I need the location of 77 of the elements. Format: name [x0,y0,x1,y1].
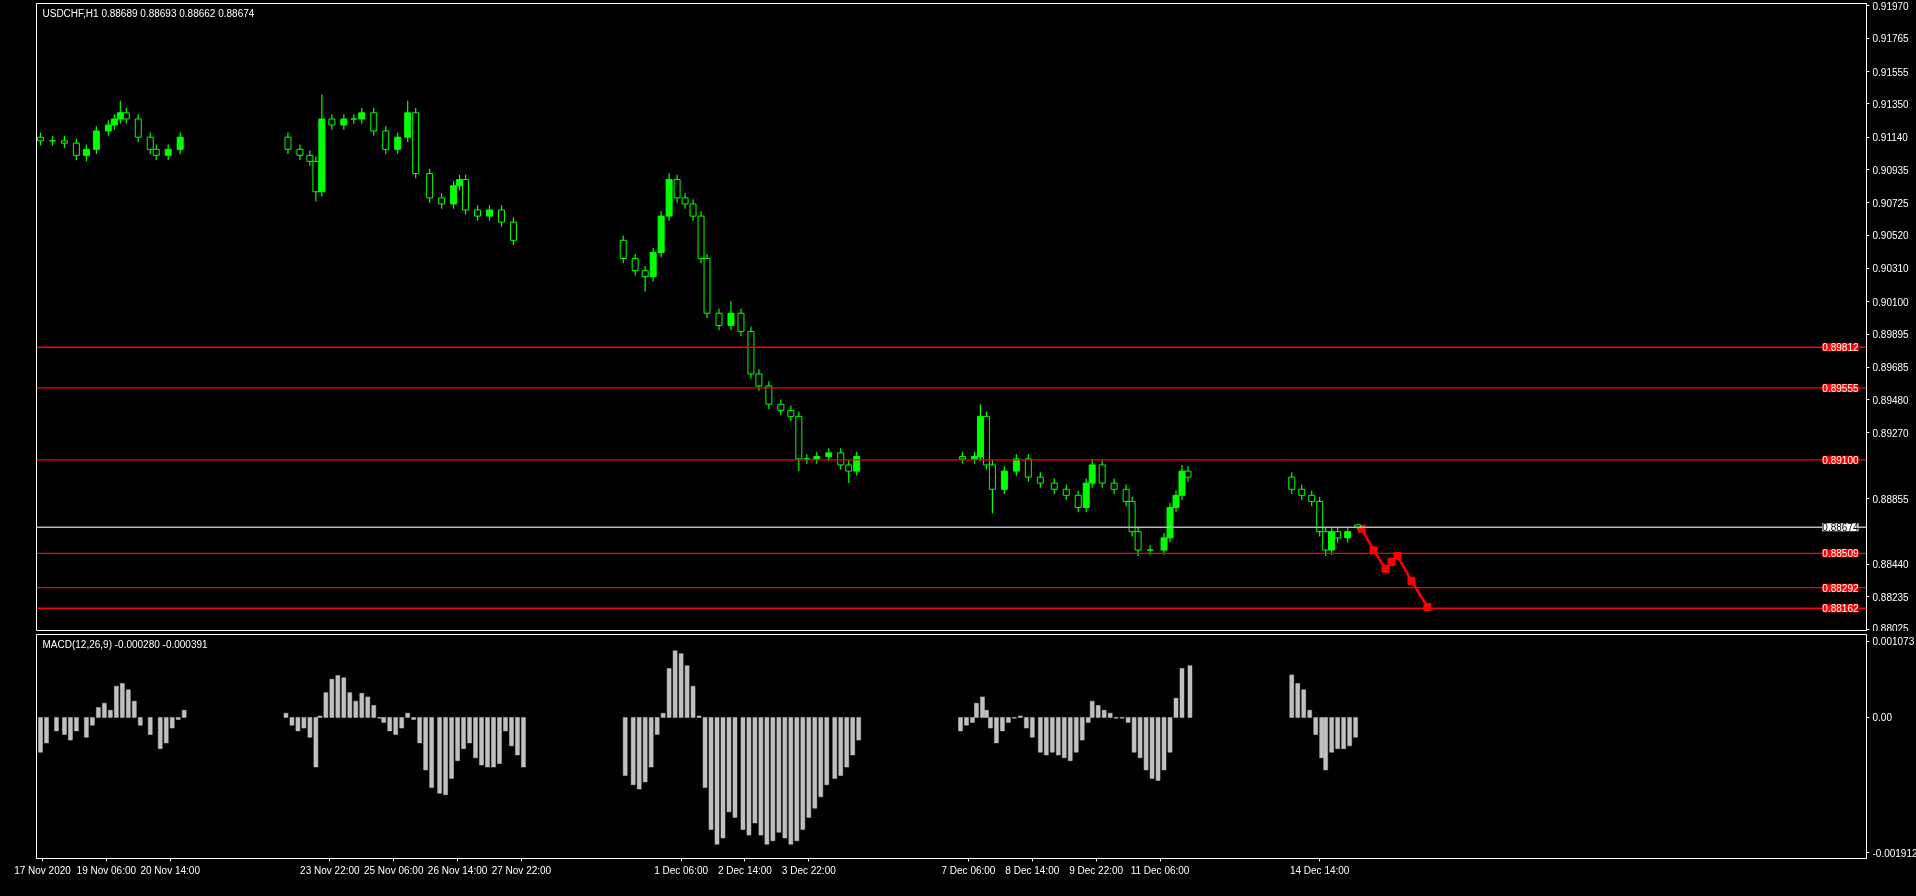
x-tick-label: 8 Dec 14:00 [1005,864,1060,876]
y-tick-label: 0.90725 [1872,197,1910,209]
candlestick [497,204,505,228]
ref-line-label: 0.89100 [1822,454,1859,466]
y-tick-label: 0.88235 [1872,591,1910,603]
x-tick-label: 19 Nov 06:00 [76,864,137,876]
candlestick [715,307,723,331]
candlestick [92,125,100,155]
bar [1187,665,1193,718]
candlestick [509,216,517,246]
point [1393,552,1402,561]
y-tick-label: 0.91555 [1872,66,1910,78]
ref-line-label: 0.89555 [1822,382,1859,394]
chart-title: MACD(12,26,9) -0.000280 -0.000391 [42,638,209,650]
candlestick [450,180,458,210]
x-tick-label: 23 Nov 22:00 [300,864,361,876]
y-tick-label: 0.89480 [1872,394,1910,406]
x-tick-label: 2 Dec 14:00 [717,864,773,876]
point [1423,602,1432,611]
y-tick-label: 0.88855 [1872,493,1910,505]
ref-line-label: 0.88509 [1822,548,1859,560]
x-tick-label: 20 Nov 14:00 [140,864,201,876]
candlestick [1288,471,1296,495]
chart-title: USDCHF,H1 0.88689 0.88693 0.88662 0.88674 [42,7,255,19]
candlestick [134,113,142,143]
y-tick-label: 0.90310 [1872,263,1910,275]
candlestick [631,253,639,277]
candlestick [727,300,735,331]
candlestick [1146,544,1154,556]
candlestick [1000,465,1008,495]
y-tick-label: 0.90100 [1872,296,1910,308]
x-tick-label: 11 Dec 06:00 [1130,864,1190,876]
candlestick [394,131,402,155]
ref-line-label: 0.88674 [1822,522,1859,534]
y-tick-label: 0.001073 [1872,636,1915,648]
point [1381,564,1390,573]
y-tick-label: 0.88440 [1872,559,1910,571]
candlestick [619,234,627,264]
candlestick [284,131,292,155]
candlestick [1098,459,1106,489]
y-tick-label: 0.89270 [1872,427,1910,439]
x-tick-label: 27 Nov 22:00 [491,864,552,876]
candlestick [176,131,184,155]
y-tick-label: 0.90520 [1872,230,1910,242]
y-tick-label: 0.91140 [1872,132,1909,144]
x-tick-label: 3 Dec 22:00 [781,864,837,876]
y-tick-label: 0.89895 [1872,329,1910,341]
bar [622,717,628,776]
x-tick-label: 7 Dec 06:00 [941,864,996,876]
point [1369,546,1378,555]
y-tick-label: 0.91765 [1872,33,1910,45]
point [1387,558,1396,567]
candlestick [370,107,378,137]
x-tick-label: 25 Nov 06:00 [363,864,424,876]
x-tick-label: 1 Dec 06:00 [654,864,709,876]
x-tick-label: 26 Nov 14:00 [427,864,488,876]
ref-line-label: 0.88162 [1822,603,1859,615]
bar [148,717,153,735]
candlestick [72,137,80,161]
candlestick [1024,453,1032,483]
bar [54,717,59,732]
y-tick-label: 0.89685 [1872,362,1910,374]
candlestick [737,307,745,337]
candlestick [765,380,773,410]
ref-line-label: 0.88292 [1822,582,1859,594]
y-tick-label: 0.00 [1872,712,1893,724]
point [1407,576,1416,585]
ref-line-label: 0.89812 [1822,342,1859,354]
x-tick-label: 14 Dec 14:00 [1289,864,1350,876]
candlestick [777,398,785,416]
x-tick-label: 9 Dec 22:00 [1069,864,1124,876]
y-tick-label: 0.91350 [1872,98,1910,110]
candlestick [382,125,390,155]
y-tick-label: 0.91970 [1872,0,1910,12]
x-tick-label: 17 Nov 2020 [14,864,72,876]
y-tick-label: 0.88025 [1872,622,1910,634]
y-tick-label: 0.90935 [1872,164,1910,176]
